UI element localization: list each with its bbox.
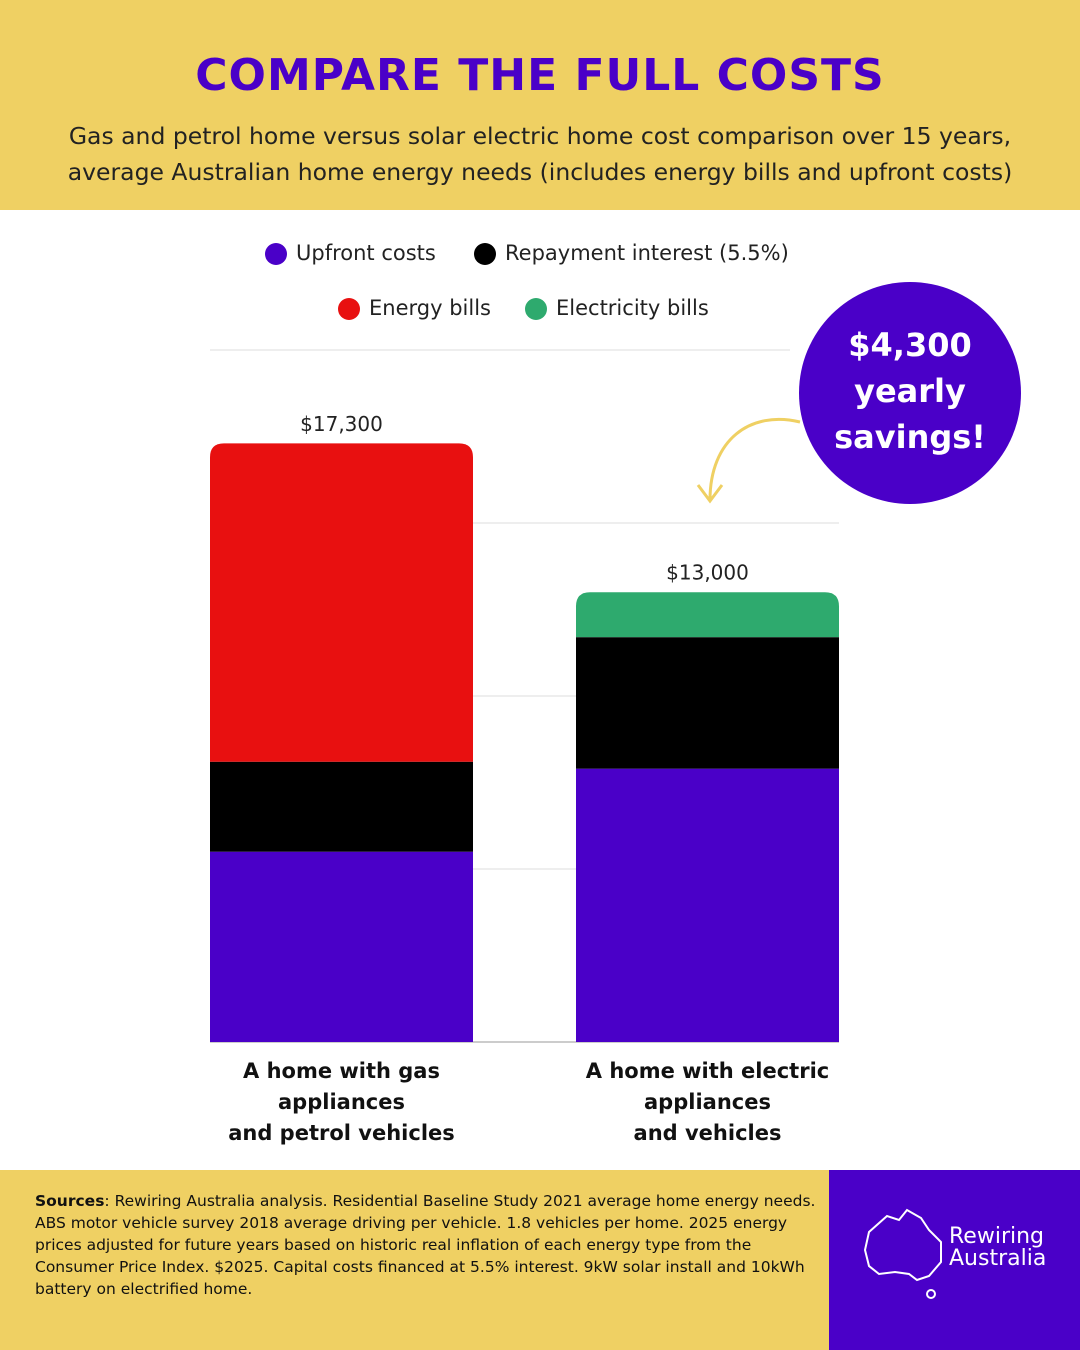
sources: Sources: Rewiring Australia analysis. Re… [35,1190,825,1300]
legend-swatch [265,243,287,265]
legend-label: Electricity bills [556,296,709,320]
bar-segment [576,592,839,638]
legend-label: Repayment interest (5.5%) [505,241,789,265]
sources-label: Sources [35,1192,105,1210]
x-tick-label: A home with electric appliances and vehi… [585,1059,830,1145]
sources-text: : Rewiring Australia analysis. Residenti… [35,1192,816,1298]
bar-segment [210,851,473,1042]
brand: Rewiring Australia [949,1224,1047,1271]
arrow [708,417,801,501]
legend-swatch [338,298,360,320]
total-label: $17,300 [300,412,383,436]
bar-segment [210,761,473,852]
x-tick-label: A home with gas appliances and petrol ve… [228,1059,455,1145]
logo: Rewiring Australia [829,1170,1080,1350]
bar-segment [576,768,839,1042]
footer: Sources: Rewiring Australia analysis. Re… [0,1170,829,1350]
bar-segment [576,637,839,769]
legend-label: Energy bills [369,296,491,320]
arrow-head [696,484,724,504]
legend-label: Upfront costs [296,241,436,265]
annotation: $4,300 yearly savings! [834,326,986,456]
badge [799,282,1021,504]
total-label: $13,000 [666,561,749,585]
legend-swatch [474,243,496,265]
subtitle: Gas and petrol home versus solar electri… [67,122,1013,186]
legend-swatch [525,298,547,320]
bar-segment [210,443,473,762]
logo-icon [863,1208,942,1299]
logo-outline [863,1208,942,1282]
title: Compare the full costs [195,50,885,101]
header: Compare the full costs Gas and petrol ho… [0,0,1080,210]
logo-dot [926,1289,936,1299]
